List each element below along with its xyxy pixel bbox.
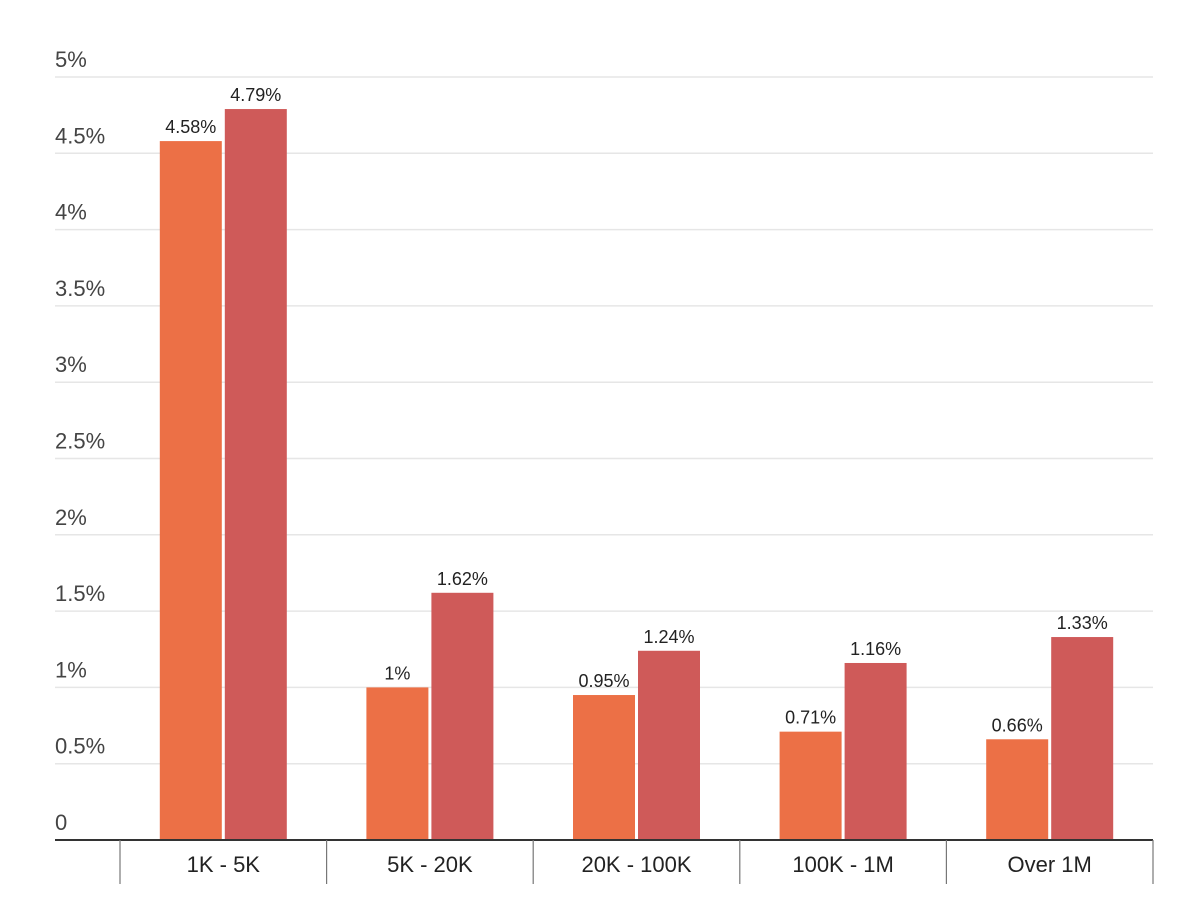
x-tick-label: 5K - 20K (387, 852, 473, 877)
x-tick-label: 1K - 5K (187, 852, 261, 877)
data-label: 0.95% (578, 671, 629, 691)
bars (159, 109, 1114, 841)
y-tick-label: 3.5% (55, 276, 105, 301)
data-label: 1.33% (1057, 613, 1108, 633)
data-label: 0.71% (785, 708, 836, 728)
bar (573, 695, 635, 840)
data-label: 1% (384, 663, 410, 683)
y-tick-label: 4.5% (55, 123, 105, 148)
y-tick-label: 3% (55, 352, 87, 377)
data-label: 0.66% (992, 715, 1043, 735)
y-axis-ticks: 0 0.5% 1% 1.5% 2% 2.5% 3% 3.5% 4% 4.5% 5% (55, 47, 105, 835)
data-label: 4.58% (165, 117, 216, 137)
y-tick-label: 0 (55, 810, 67, 835)
data-label: 4.79% (230, 85, 281, 105)
data-labels: 4.58% 4.79% 1% 1.62% 0.95% 1.24% 0.71% 1.16% 0.6… (165, 85, 1107, 735)
x-axis (55, 839, 1154, 884)
bar (986, 739, 1049, 840)
bar (159, 141, 222, 841)
bar (366, 687, 429, 840)
x-tick-label: Over 1M (1008, 852, 1092, 877)
x-tick-label: 100K - 1M (792, 852, 894, 877)
bar (431, 592, 494, 840)
bar (224, 109, 287, 840)
y-tick-label: 4% (55, 200, 87, 225)
bar (1051, 637, 1114, 840)
y-tick-label: 0.5% (55, 734, 105, 759)
y-tick-label: 2.5% (55, 429, 105, 454)
bar (844, 662, 907, 840)
y-tick-label: 1% (55, 657, 87, 682)
data-label: 1.24% (643, 627, 694, 647)
x-tick-label: 20K - 100K (581, 852, 691, 877)
y-tick-label: 1.5% (55, 581, 105, 606)
bar (638, 650, 700, 840)
data-label: 1.62% (437, 569, 488, 589)
y-tick-label: 2% (55, 505, 87, 530)
bar (779, 731, 842, 840)
x-axis-ticks: 1K - 5K 5K - 20K 20K - 100K 100K - 1M Over 1… (187, 852, 1092, 877)
data-label: 1.16% (850, 639, 901, 659)
y-tick-label: 5% (55, 47, 87, 72)
